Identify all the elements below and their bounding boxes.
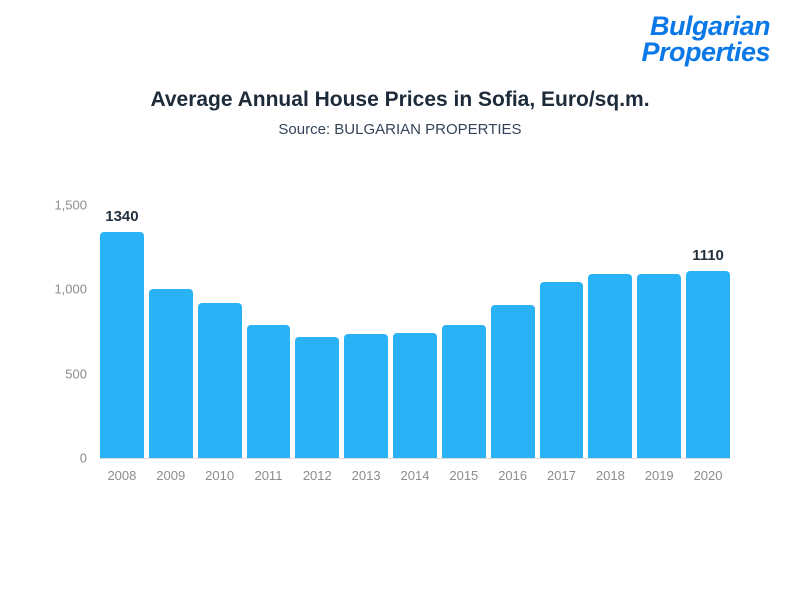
x-axis-label-2009: 2009 bbox=[156, 468, 186, 483]
bar-slot-2011 bbox=[246, 205, 291, 458]
bars: 1340 1110 bbox=[100, 205, 730, 458]
chart-header: Average Annual House Prices in Sofia, Eu… bbox=[0, 0, 800, 138]
bulgarian-properties-logo: Bulgarian Properties bbox=[641, 11, 771, 67]
bar-slot-2008: 1340 bbox=[100, 205, 144, 458]
logo-line1: Bulgarian bbox=[649, 11, 771, 41]
bar-slot-2020: 1110 bbox=[686, 205, 730, 458]
bar-2016 bbox=[490, 305, 535, 458]
bar-slot-2019 bbox=[637, 205, 682, 458]
bar-slot-2013 bbox=[344, 205, 389, 458]
bar-2017 bbox=[539, 281, 584, 458]
bar-slot-2017 bbox=[539, 205, 584, 458]
y-tick-label: 1,500 bbox=[54, 197, 87, 213]
bar-2013 bbox=[344, 334, 389, 458]
bar-2008 bbox=[100, 232, 144, 458]
logo-line2: Properties bbox=[641, 36, 770, 67]
bar-slot-2016 bbox=[490, 205, 535, 458]
x-axis-label-2014: 2014 bbox=[400, 468, 430, 483]
x-axis-label-2011: 2011 bbox=[254, 468, 283, 483]
x-axis-label-2020: 2020 bbox=[693, 468, 723, 483]
bar-slot-2012 bbox=[295, 205, 340, 458]
y-tick-label: 0 bbox=[79, 450, 87, 466]
bar-value-label-2020: 1110 bbox=[692, 246, 724, 264]
bar-2018 bbox=[588, 274, 633, 458]
bar-slot-2014 bbox=[393, 205, 437, 458]
bar-2015 bbox=[441, 324, 486, 458]
x-axis-label-2012: 2012 bbox=[302, 468, 332, 483]
x-axis-label-2016: 2016 bbox=[498, 468, 528, 483]
x-axis-label-2013: 2013 bbox=[351, 468, 381, 483]
bar-2012 bbox=[295, 336, 340, 458]
bar-2010 bbox=[197, 302, 242, 458]
bar-slot-2015 bbox=[441, 205, 486, 458]
x-axis-label-2018: 2018 bbox=[595, 468, 625, 483]
bar-slot-2009 bbox=[148, 205, 193, 458]
x-axis: 2008 2009 2010 2011 2012 2013 2014 2015 2016 2017… bbox=[100, 468, 730, 483]
x-axis-label-2010: 2010 bbox=[205, 468, 235, 483]
x-axis-label-2017: 2017 bbox=[547, 468, 576, 483]
bar-2009 bbox=[148, 289, 193, 458]
plot-area: 0 500 1,000 1,500 1340 1110 bbox=[54, 198, 730, 466]
bar-chart: 0 500 1,000 1,500 1340 1110 2008 2009 2010 2011… bbox=[54, 198, 730, 483]
bar-2014 bbox=[393, 333, 437, 458]
x-axis-label-2008: 2008 bbox=[107, 468, 137, 483]
y-tick-label: 500 bbox=[65, 366, 87, 382]
bar-2019 bbox=[637, 274, 682, 458]
chart-subtitle: Source: BULGARIAN PROPERTIES bbox=[278, 121, 522, 138]
bar-slot-2018 bbox=[588, 205, 633, 458]
bar-slot-2010 bbox=[197, 205, 242, 458]
bar-2020 bbox=[686, 270, 730, 458]
chart-title: Average Annual House Prices in Sofia, Eu… bbox=[150, 88, 650, 111]
bar-2011 bbox=[246, 324, 291, 458]
bar-value-label-2008: 1340 bbox=[105, 208, 139, 225]
x-axis-label-2019: 2019 bbox=[644, 468, 674, 483]
x-axis-label-2015: 2015 bbox=[449, 468, 479, 483]
y-tick-label: 1,000 bbox=[54, 281, 87, 297]
